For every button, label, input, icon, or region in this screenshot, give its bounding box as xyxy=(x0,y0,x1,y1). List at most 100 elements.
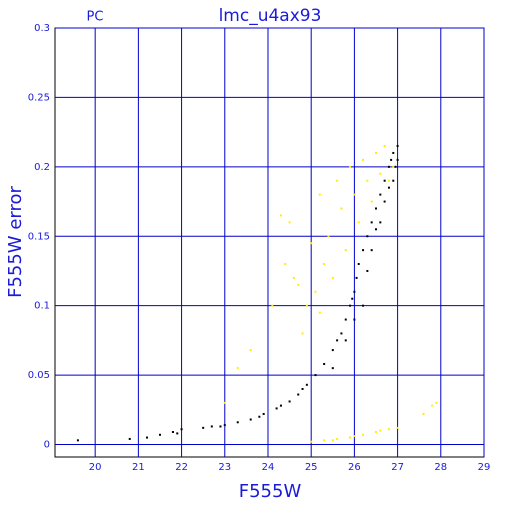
point xyxy=(374,207,377,210)
point xyxy=(362,304,365,307)
y-tick-label: 0.05 xyxy=(28,370,50,381)
point xyxy=(331,439,334,442)
point xyxy=(374,151,377,154)
point xyxy=(323,439,326,442)
point xyxy=(279,214,282,217)
point xyxy=(336,179,339,182)
chart-subtitle: PC xyxy=(87,10,104,25)
point xyxy=(318,311,321,314)
point xyxy=(76,439,79,442)
y-tick-label: 0 xyxy=(44,440,50,451)
point xyxy=(379,429,382,432)
point xyxy=(349,436,352,439)
point xyxy=(305,304,308,307)
point xyxy=(288,221,291,224)
x-tick-label: 27 xyxy=(391,462,404,473)
point xyxy=(387,428,390,431)
point xyxy=(351,297,354,300)
y-tick-label: 0.3 xyxy=(34,23,50,34)
point xyxy=(223,424,226,427)
x-tick-label: 20 xyxy=(89,462,102,473)
point xyxy=(336,437,339,440)
x-tick-label: 28 xyxy=(434,462,447,473)
point xyxy=(292,276,295,279)
point xyxy=(275,407,278,410)
point xyxy=(379,172,382,175)
point xyxy=(318,193,321,196)
point xyxy=(301,387,304,390)
chart-title: lmc_u4ax93 xyxy=(219,6,322,26)
point xyxy=(310,242,313,245)
point xyxy=(340,207,343,210)
point xyxy=(331,276,334,279)
point xyxy=(236,421,239,424)
point xyxy=(379,193,382,196)
point xyxy=(249,418,252,421)
point xyxy=(314,374,317,377)
point xyxy=(387,179,390,182)
point xyxy=(353,435,356,438)
point xyxy=(284,263,287,266)
point xyxy=(128,437,131,440)
y-tick-label: 0.25 xyxy=(28,92,50,103)
point xyxy=(158,433,161,436)
x-tick-label: 22 xyxy=(175,462,188,473)
point xyxy=(305,383,308,386)
point xyxy=(353,290,356,293)
point xyxy=(396,158,399,161)
point xyxy=(435,401,438,404)
point xyxy=(379,221,382,224)
point xyxy=(392,179,395,182)
point xyxy=(392,151,395,154)
point xyxy=(353,193,356,196)
point xyxy=(258,415,261,418)
point xyxy=(370,200,373,203)
point xyxy=(387,186,390,189)
point xyxy=(355,276,358,279)
y-tick-label: 0.15 xyxy=(28,231,50,242)
x-tick-label: 25 xyxy=(305,462,318,473)
point xyxy=(344,249,347,252)
plot-frame xyxy=(54,27,485,458)
x-axis-label: F555W xyxy=(239,481,302,502)
point xyxy=(366,179,369,182)
point xyxy=(262,412,265,415)
point xyxy=(362,158,365,161)
point xyxy=(390,158,393,161)
point xyxy=(366,269,369,272)
point xyxy=(370,221,373,224)
point xyxy=(349,304,352,307)
x-tick-label: 26 xyxy=(348,462,361,473)
point xyxy=(323,263,326,266)
y-tick-label: 0.2 xyxy=(34,162,50,173)
point xyxy=(362,433,365,436)
point xyxy=(279,404,282,407)
point xyxy=(176,432,179,435)
point xyxy=(297,283,300,286)
point xyxy=(366,235,369,238)
point xyxy=(383,200,386,203)
point xyxy=(344,318,347,321)
point xyxy=(288,400,291,403)
point xyxy=(223,401,226,404)
point xyxy=(370,249,373,252)
y-tick-label: 0.1 xyxy=(34,301,50,312)
point xyxy=(146,436,149,439)
point xyxy=(357,263,360,266)
point xyxy=(171,431,174,434)
point xyxy=(210,425,213,428)
point xyxy=(180,428,183,431)
point xyxy=(340,332,343,335)
point xyxy=(396,426,399,429)
point xyxy=(387,165,390,168)
point xyxy=(314,290,317,293)
point xyxy=(271,304,274,307)
point xyxy=(362,249,365,252)
point xyxy=(374,431,377,434)
x-tick-label: 23 xyxy=(218,462,231,473)
point xyxy=(394,165,397,168)
point xyxy=(422,412,425,415)
point xyxy=(336,339,339,342)
point xyxy=(383,145,386,148)
